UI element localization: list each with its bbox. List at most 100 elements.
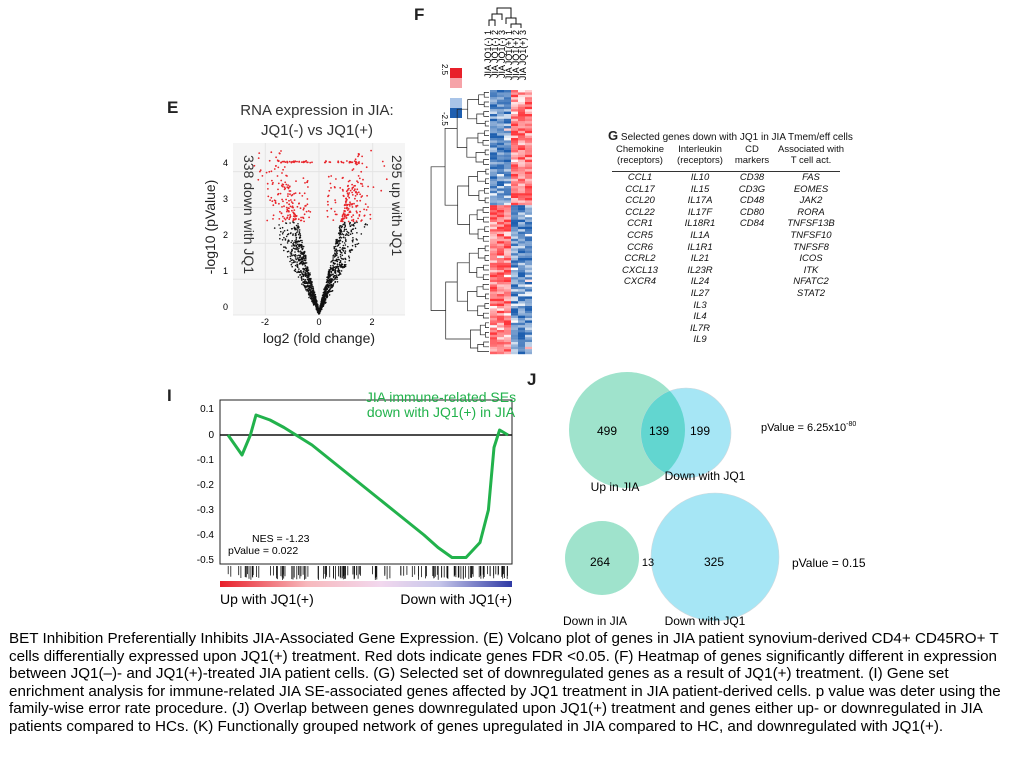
- heatmap-cell: [497, 97, 504, 100]
- volcano-point: [339, 250, 342, 253]
- heatmap-cell: [504, 308, 511, 311]
- panel-letter-f: F: [414, 5, 425, 24]
- volcano-point: [334, 281, 336, 284]
- heatmap-cell: [511, 270, 518, 273]
- volcano-point: [330, 271, 333, 274]
- volcano-point: [334, 272, 337, 274]
- volcano-point: [273, 199, 276, 202]
- heatmap-cell: [511, 272, 518, 275]
- volcano-point: [296, 226, 299, 228]
- volcano-point: [327, 281, 330, 283]
- volcano-point: [337, 160, 340, 163]
- venn2-right-count: 325: [704, 555, 724, 569]
- heatmap-cell: [525, 349, 532, 352]
- dendrogram-branch: [476, 209, 484, 220]
- dendrogram-branch: [456, 108, 468, 148]
- volcano-point: [354, 158, 357, 161]
- volcano-point: [358, 153, 360, 156]
- volcano-point: [347, 193, 350, 196]
- heatmap-cell: [490, 296, 497, 299]
- volcano-point: [311, 290, 314, 292]
- heatmap-cell: [511, 334, 518, 338]
- volcano-point: [265, 171, 268, 174]
- heatmap-cell: [518, 267, 525, 271]
- volcano-point: [336, 265, 339, 268]
- gene-ccr1: CCR1: [627, 218, 653, 230]
- heatmap-cell: [518, 296, 525, 299]
- volcano-point: [347, 234, 350, 237]
- heatmap-cell: [490, 286, 497, 290]
- volcano-point: [336, 250, 339, 252]
- volcano-ylabel: -log10 (pValue): [202, 180, 218, 275]
- volcano-point: [338, 236, 341, 239]
- volcano-point: [351, 191, 353, 194]
- volcano-point: [360, 220, 362, 222]
- volcano-point: [298, 202, 300, 205]
- heatmap-cell: [525, 147, 532, 151]
- volcano-point: [340, 226, 343, 229]
- heatmap-cell: [497, 145, 504, 148]
- scale-low-label: -2.5: [440, 112, 449, 126]
- volcano-point: [340, 229, 342, 232]
- heatmap-cell: [504, 219, 511, 223]
- volcano-point: [348, 187, 350, 190]
- volcano-point: [344, 234, 347, 236]
- heatmap-cell: [497, 212, 504, 215]
- heatmap-cell: [518, 202, 525, 206]
- heatmap-cell: [504, 250, 511, 254]
- heatmap-cell: [518, 265, 525, 268]
- heatmap-cell: [511, 198, 518, 201]
- volcano-point: [332, 267, 334, 269]
- heatmap-cell: [490, 214, 497, 218]
- volcano-point: [299, 252, 302, 254]
- volcano-point: [275, 156, 277, 159]
- gsea-ytick: -0.1: [197, 455, 215, 466]
- volcano-point: [344, 222, 346, 224]
- heatmap-cell: [511, 250, 518, 254]
- dendrogram-branch: [445, 281, 471, 340]
- heatmap-cell: [497, 142, 504, 146]
- volcano-point: [323, 288, 325, 291]
- heatmap-cell: [497, 162, 504, 165]
- volcano-point: [340, 270, 343, 272]
- volcano-point: [301, 272, 303, 275]
- volcano-point: [283, 205, 285, 208]
- heatmap-cell: [490, 142, 497, 146]
- volcano-point: [297, 223, 299, 225]
- heatmap-cell: [525, 109, 532, 112]
- heatmap-cell: [504, 339, 511, 343]
- heatmap-cell: [490, 181, 497, 184]
- heatmap-cell: [497, 344, 504, 347]
- heatmap-cell: [497, 138, 504, 141]
- heatmap: 2.5 -2.5 JIA JQ1(-) 1 JIA JQ1(-) 2 JIA J…: [430, 7, 532, 355]
- dendrogram-branch: [477, 344, 489, 352]
- volcano-point: [352, 220, 355, 223]
- volcano-point: [293, 227, 296, 230]
- volcano-point: [296, 243, 299, 246]
- volcano-point: [351, 194, 354, 196]
- heatmap-cell: [497, 90, 504, 93]
- heatmap-cell: [490, 322, 497, 326]
- heatmap-cell: [511, 147, 518, 151]
- volcano-point: [281, 206, 283, 208]
- heatmap-cell: [504, 342, 511, 345]
- volcano-point: [300, 271, 303, 273]
- volcano-point: [285, 235, 288, 238]
- volcano-point: [310, 287, 313, 289]
- heatmap-cell: [504, 154, 511, 158]
- volcano-point: [296, 257, 299, 259]
- volcano-point: [291, 248, 293, 251]
- volcano-point: [296, 248, 299, 250]
- volcano-point: [308, 292, 311, 294]
- volcano-point: [296, 255, 298, 257]
- heatmap-cell: [525, 118, 532, 122]
- volcano-point: [295, 248, 297, 251]
- volcano-point: [300, 245, 303, 247]
- heatmap-cell: [511, 111, 518, 115]
- dendrogram-branch: [483, 111, 489, 117]
- volcano-ytick-4: 4: [223, 158, 228, 168]
- heatmap-cell: [490, 109, 497, 112]
- heatmap-cell: [490, 234, 497, 237]
- heatmap-cell: [511, 190, 518, 194]
- volcano-point: [282, 200, 284, 203]
